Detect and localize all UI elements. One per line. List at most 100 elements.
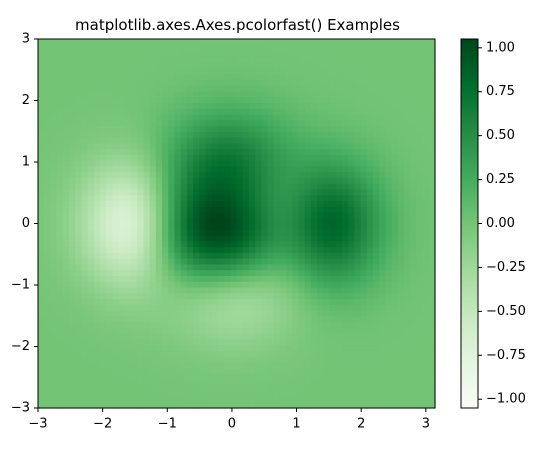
heatmap-cell [323, 177, 331, 184]
heatmap-cell [385, 62, 393, 69]
heatmap-cell [366, 160, 374, 167]
heatmap-cell [230, 90, 238, 98]
heatmap-cell [93, 269, 101, 276]
heatmap-cell [279, 131, 287, 138]
heatmap-cell [81, 367, 89, 375]
heatmap-cell [193, 50, 200, 57]
heatmap-cell [75, 338, 83, 346]
heatmap-cell [273, 131, 281, 138]
heatmap-cell [292, 165, 300, 173]
heatmap-cell [317, 338, 324, 346]
heatmap-cell [422, 367, 430, 375]
heatmap-cell [310, 56, 318, 63]
heatmap-cell [230, 246, 238, 253]
heatmap-cell [205, 211, 213, 219]
heatmap-cell [329, 119, 337, 127]
heatmap-cell [93, 154, 101, 161]
heatmap-cell [224, 154, 231, 161]
heatmap-cell [242, 188, 250, 196]
heatmap-cell [143, 62, 151, 69]
heatmap-cell [329, 206, 337, 213]
heatmap-cell [366, 304, 374, 311]
heatmap-cell [397, 102, 405, 109]
heatmap-cell [112, 131, 120, 138]
heatmap-cell [317, 171, 324, 178]
heatmap-cell [149, 304, 157, 311]
heatmap-cell [168, 183, 176, 190]
heatmap-cell [69, 373, 76, 380]
heatmap-cell [186, 125, 194, 132]
heatmap-cell [44, 90, 51, 98]
heatmap-cell [428, 73, 436, 80]
heatmap-cell [348, 281, 355, 288]
heatmap-cell [354, 275, 362, 282]
heatmap-cell [211, 350, 219, 357]
heatmap-cell [81, 113, 89, 121]
heatmap-cell [323, 396, 331, 403]
heatmap-cell [199, 165, 207, 173]
heatmap-cell [50, 194, 58, 202]
heatmap-cell [298, 263, 306, 271]
heatmap-cell [372, 327, 380, 334]
heatmap-cell [422, 344, 430, 351]
heatmap-cell [93, 188, 101, 196]
heatmap-cell [422, 396, 430, 403]
heatmap-cell [44, 402, 51, 409]
y-tick-label: −2 [11, 339, 30, 354]
heatmap-cell [255, 108, 262, 115]
heatmap-cell [286, 252, 293, 259]
heatmap-cell [286, 246, 293, 253]
heatmap-cell [410, 384, 417, 392]
heatmap-cell [273, 281, 281, 288]
heatmap-cell [93, 396, 101, 403]
heatmap-cell [50, 154, 58, 161]
heatmap-cell [335, 275, 343, 282]
heatmap-cell [366, 39, 374, 46]
heatmap-cell [366, 229, 374, 236]
heatmap-cell [317, 292, 324, 300]
heatmap-cell [106, 286, 114, 294]
heatmap-cell [44, 171, 51, 178]
heatmap-cell [329, 125, 337, 132]
heatmap-cell [248, 113, 256, 121]
heatmap-cell [193, 39, 200, 46]
heatmap-cell [69, 119, 76, 127]
heatmap-cell [255, 165, 262, 173]
heatmap-cell [199, 223, 207, 230]
heatmap-cell [75, 188, 83, 196]
heatmap-cell [397, 142, 405, 150]
heatmap-cell [273, 235, 281, 242]
heatmap-cell [341, 327, 349, 334]
heatmap-cell [112, 298, 120, 305]
heatmap-cell [149, 39, 157, 46]
heatmap-cell [341, 148, 349, 155]
heatmap-cell [193, 67, 200, 75]
heatmap-cell [155, 396, 163, 403]
heatmap-cell [186, 67, 194, 75]
heatmap-cell [310, 200, 318, 207]
heatmap-cell [403, 379, 411, 386]
heatmap-cell [44, 344, 51, 351]
heatmap-cell [100, 384, 107, 392]
heatmap-cell [50, 171, 58, 178]
heatmap-cell [397, 188, 405, 196]
heatmap-cell [100, 171, 107, 178]
heatmap-cell [335, 327, 343, 334]
heatmap-cell [341, 356, 349, 363]
heatmap-cell [403, 252, 411, 259]
heatmap-cell [410, 229, 417, 236]
heatmap-cell [329, 379, 337, 386]
heatmap-cell [224, 142, 231, 150]
heatmap-cell [230, 298, 238, 305]
heatmap-cell [428, 240, 436, 248]
heatmap-cell [335, 62, 343, 69]
heatmap-cell [410, 333, 417, 340]
heatmap-cell [379, 177, 386, 184]
heatmap-cell [397, 252, 405, 259]
heatmap-cell [236, 235, 244, 242]
heatmap-cell [50, 350, 58, 357]
heatmap-cell [366, 292, 374, 300]
heatmap-cell [87, 240, 95, 248]
heatmap-cell [416, 108, 424, 115]
